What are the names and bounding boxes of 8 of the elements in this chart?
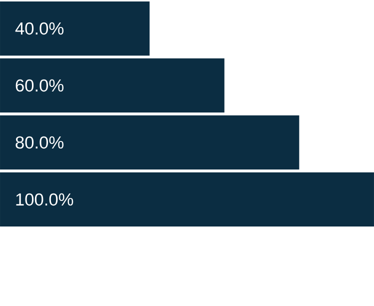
- data-label: 100.0%: [16, 193, 74, 206]
- bar: [0, 1, 150, 56]
- bar: [0, 58, 224, 113]
- bar: [0, 115, 300, 170]
- data-label: 40.0%: [15, 22, 64, 35]
- data-label: 60.0%: [16, 79, 64, 92]
- data-label: 80.0%: [16, 136, 64, 149]
- bar: [0, 172, 374, 227]
